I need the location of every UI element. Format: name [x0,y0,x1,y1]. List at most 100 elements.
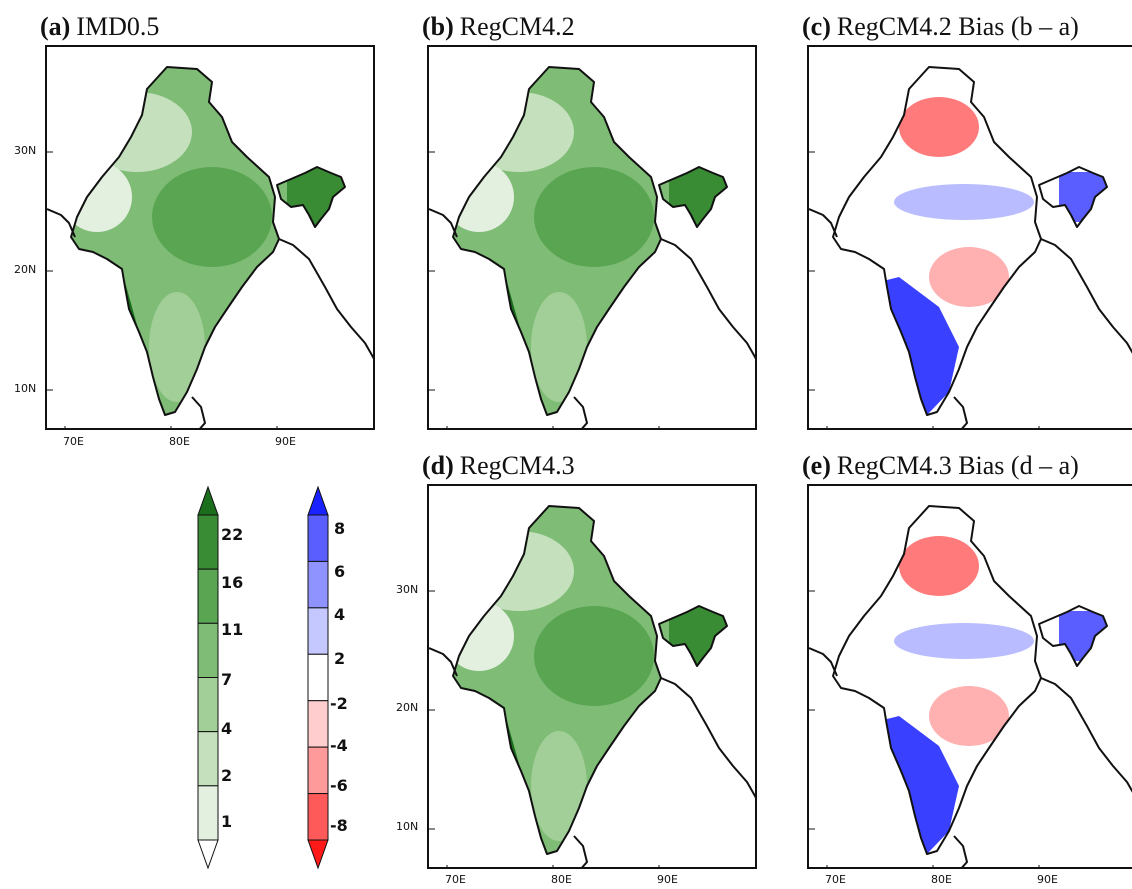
lon-tick-80e-e: 80E [931,873,952,886]
lat-tick-10n-a: 10N [14,382,37,395]
bias-south-blue [879,716,959,854]
rain-level-2: 2 [221,766,233,785]
panel-b-name: RegCM4.2 [459,12,575,41]
panel-b-letter: (b) [422,12,454,41]
bias-north-red [899,97,979,157]
bias-level-m2: -2 [330,694,348,713]
bias-level-8: 8 [334,519,346,538]
northeast-outline [658,605,728,667]
rain-level-11: 11 [221,620,244,639]
panel-d-letter: (d) [422,451,454,480]
bias-colorbar-segment [307,653,329,702]
lon-tick-70e-e: 70E [825,873,846,886]
east-coastline [660,677,755,799]
rain-south [531,292,587,402]
east-coastline [660,238,755,360]
bias-colorbar-bottom-arrow [307,839,329,870]
panel-a-name: IMD0.5 [76,12,160,41]
west-coastline [809,647,838,677]
northeast-outline [1038,605,1108,667]
panel-a-title: (a) IMD0.5 [40,14,159,40]
india-outline [70,66,280,416]
rain-colorbar-segment [197,785,219,841]
rain-south [531,731,587,841]
bias-level-m8: -8 [330,816,348,835]
map-panel-a [45,45,375,430]
rain-south [149,292,205,402]
map-canvas [809,505,1132,867]
lat-tick-30n-a: 30N [14,144,37,157]
sri-lanka-outline [953,835,968,867]
bias-level-m4: -4 [330,736,348,755]
northeast-outline [276,166,346,228]
northeast-outline [1038,166,1108,228]
sri-lanka-outline [573,396,588,428]
bias-colorbar-segment [307,700,329,748]
map-canvas [809,66,1132,428]
bias-central-blue [894,184,1034,220]
rain-level-22: 22 [221,525,244,544]
panel-c-name: RegCM4.2 Bias (b – a) [836,12,1079,41]
panel-a-letter: (a) [40,12,71,41]
rain-colorbar-segment [197,731,219,787]
bias-colorbar-segment [307,514,329,562]
lon-tick-90e-d: 90E [657,873,678,886]
rain-level-4: 4 [221,719,233,738]
rain-level-1: 1 [221,812,233,831]
west-coastline [429,647,458,677]
map-panel-e [807,484,1132,869]
panel-e-title: (e) RegCM4.3 Bias (d – a) [802,453,1079,479]
lat-tick-10n-d: 10N [396,820,419,833]
east-coastline [1040,238,1132,354]
lon-tick-90e-e: 90E [1037,873,1058,886]
lon-tick-70e-d: 70E [445,873,466,886]
west-coastline [809,208,838,238]
panel-d-name: RegCM4.3 [459,451,575,480]
bias-central-red [929,247,1009,307]
india-outline [832,505,1042,855]
map-canvas [47,66,373,428]
rain-colorbar-segment [197,568,219,624]
lat-tick-20n-a: 20N [14,263,37,276]
panel-e-letter: (e) [802,451,831,480]
map-panel-d [427,484,757,869]
bias-central-blue [894,623,1034,659]
india-outline [452,505,662,855]
panel-d-title: (d) RegCM4.3 [422,453,575,479]
bias-south-blue [879,277,959,415]
lon-tick-80e-a: 80E [169,435,190,448]
rain-core [152,167,272,267]
sri-lanka-outline [191,396,206,428]
map-canvas [429,505,755,867]
bias-level-2: 2 [334,649,346,668]
east-coastline [1040,677,1132,793]
panel-c-title: (c) RegCM4.2 Bias (b – a) [802,14,1079,40]
northeast-outline [658,166,728,228]
east-coastline [278,238,373,360]
map-panel-c [807,45,1132,430]
bias-colorbar-segment [307,607,329,655]
map-panel-b [427,45,757,430]
bias-colorbar-segment [307,746,329,795]
rain-core [534,167,654,267]
bias-level-6: 6 [334,562,346,581]
rain-colorbar-segment [197,677,219,733]
bias-colorbar-top-arrow [307,485,329,516]
rain-colorbar-segment [197,514,219,570]
bias-level-m6: -6 [330,776,348,795]
bias-north-red [899,536,979,596]
bias-central-red [929,686,1009,746]
sri-lanka-outline [573,835,588,867]
panel-c-letter: (c) [802,12,831,41]
west-coastline [47,208,76,238]
map-canvas [429,66,755,428]
sri-lanka-outline [953,396,968,428]
panel-e-name: RegCM4.3 Bias (d – a) [836,451,1079,480]
bias-colorbar-segment [307,793,329,841]
rain-level-16: 16 [221,573,244,592]
lat-tick-20n-d: 20N [396,701,419,714]
rain-colorbar-segment [197,622,219,678]
lon-tick-90e-a: 90E [275,435,296,448]
rain-colorbar-top-arrow [197,485,219,516]
